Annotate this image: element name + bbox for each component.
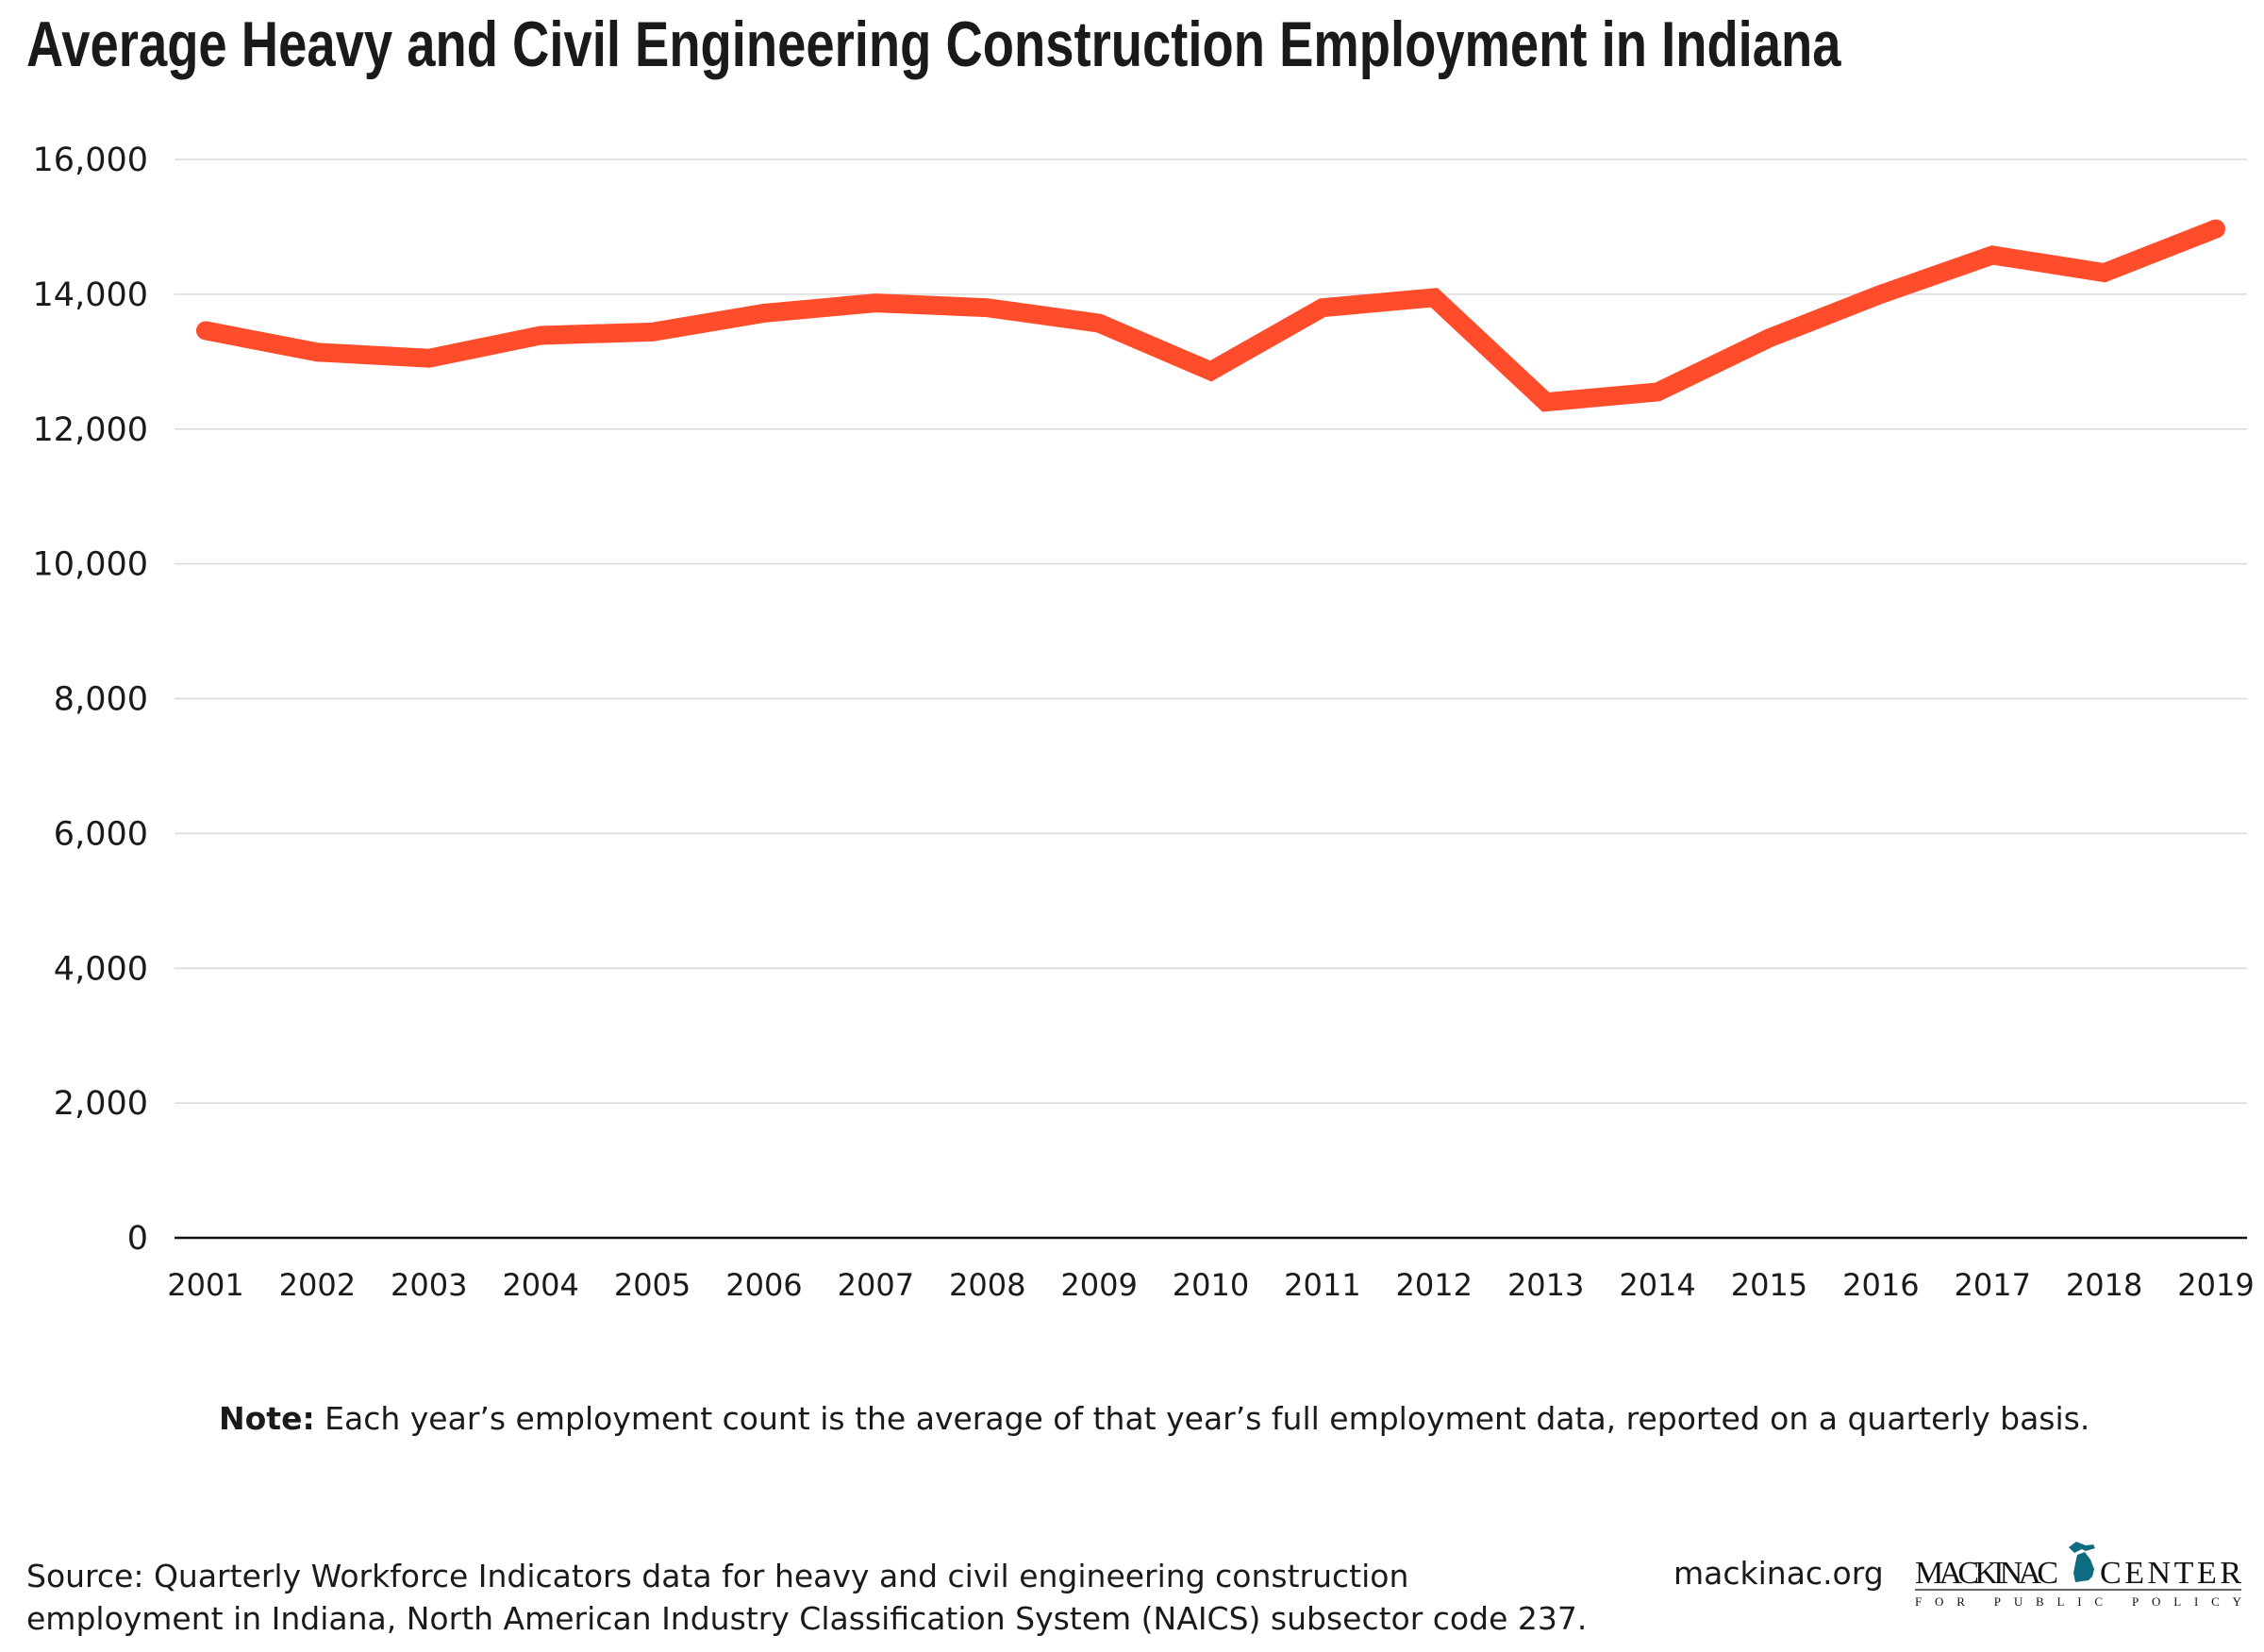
x-tick-label: 2017	[1955, 1267, 2031, 1303]
data-point	[205, 329, 207, 332]
y-tick-label: 12,000	[33, 411, 148, 449]
x-tick-label: 2002	[279, 1267, 356, 1303]
x-tick-label: 2007	[838, 1267, 914, 1303]
x-tick-label: 2006	[725, 1267, 802, 1303]
data-point	[1544, 401, 1547, 404]
y-tick-label: 8,000	[54, 681, 148, 719]
data-point	[1991, 254, 1994, 257]
data-point	[1209, 370, 1212, 373]
data-point	[1879, 292, 1882, 295]
x-tick-label: 2014	[1619, 1267, 1695, 1303]
note-label: Note:	[219, 1400, 315, 1437]
source-line-2: employment in Indiana, North American In…	[26, 1600, 1588, 1637]
data-point	[986, 307, 989, 309]
logo-text-left: MACKINAC	[1915, 1556, 2058, 1591]
logo-subtitle: FOR PUBLIC POLICY	[1915, 1594, 2242, 1609]
y-tick-label: 16,000	[33, 142, 148, 179]
data-point	[540, 334, 542, 337]
data-point	[1656, 391, 1659, 393]
data-point	[874, 302, 877, 305]
chart-note: Note: Each year’s employment count is th…	[219, 1400, 2089, 1437]
michigan-icon	[2069, 1542, 2095, 1582]
x-tick-label: 2003	[391, 1267, 467, 1303]
data-point	[427, 357, 430, 359]
y-tick-label: 4,000	[54, 950, 148, 988]
x-tick-label: 2011	[1284, 1267, 1360, 1303]
line-chart: 0 2,000 4,000 6,000 8,000 10,000 12,000 14,000 1…	[33, 142, 2255, 1303]
data-point	[2103, 272, 2106, 275]
x-tick-label: 2019	[2177, 1267, 2254, 1303]
y-tick-label: 14,000	[33, 276, 148, 314]
y-tick-label: 6,000	[54, 815, 148, 853]
data-point	[1098, 322, 1101, 325]
source-line-1: Source: Quarterly Workforce Indicators d…	[26, 1558, 1409, 1594]
x-tick-label: 2013	[1507, 1267, 1584, 1303]
x-tick-label: 2012	[1396, 1267, 1473, 1303]
data-point	[316, 351, 319, 354]
x-tick-label: 2015	[1731, 1267, 1807, 1303]
x-tick-label: 2005	[614, 1267, 691, 1303]
y-tick-label: 0	[127, 1220, 148, 1258]
x-tick-label: 2001	[167, 1267, 243, 1303]
data-point	[1321, 307, 1323, 309]
source-text: Source: Quarterly Workforce Indicators d…	[26, 1555, 1587, 1640]
website-link[interactable]: mackinac.org	[1673, 1555, 1884, 1592]
x-tick-label: 2018	[2066, 1267, 2142, 1303]
logo-text-right: CENTER	[2100, 1556, 2241, 1591]
chart-title: Average Heavy and Civil Engineering Cons…	[26, 8, 1841, 80]
x-tick-label: 2009	[1060, 1267, 1137, 1303]
x-tick-label: 2010	[1173, 1267, 1249, 1303]
x-tick-label: 2004	[502, 1267, 578, 1303]
data-point	[2215, 227, 2217, 230]
x-tick-label: 2016	[1842, 1267, 1919, 1303]
y-tick-label: 10,000	[33, 546, 148, 584]
mackinac-center-logo: MACKINAC CENTER FOR PUBLIC POLICY	[1915, 1542, 2242, 1609]
data-point	[762, 311, 765, 314]
data-point	[1768, 337, 1771, 340]
data-point	[651, 330, 654, 333]
note-text: Each year’s employment count is the aver…	[314, 1400, 2090, 1437]
series-line	[196, 219, 2225, 412]
data-point	[1433, 296, 1436, 299]
x-tick-label: 2008	[949, 1267, 1025, 1303]
y-tick-label: 2,000	[54, 1085, 148, 1123]
